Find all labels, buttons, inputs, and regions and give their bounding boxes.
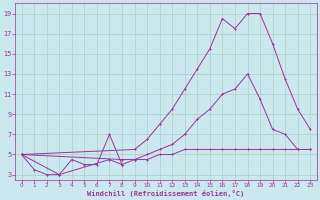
X-axis label: Windchill (Refroidissement éolien,°C): Windchill (Refroidissement éolien,°C) bbox=[87, 190, 244, 197]
